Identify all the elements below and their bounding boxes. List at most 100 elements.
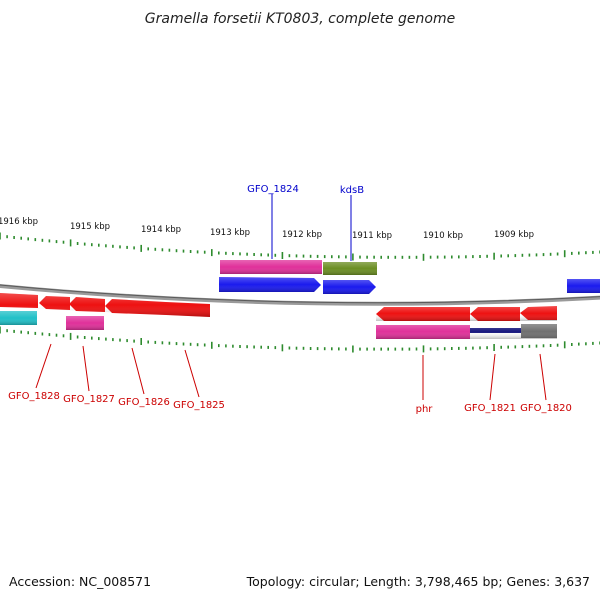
minor-tick bbox=[451, 347, 453, 350]
minor-tick bbox=[323, 347, 326, 351]
minor-tick bbox=[27, 331, 29, 335]
gene-label-GFO_1824[interactable]: GFO_1824 bbox=[247, 184, 299, 195]
minor-tick bbox=[345, 255, 347, 259]
gene-label-GFO_1825[interactable]: GFO_1825 bbox=[173, 400, 225, 411]
minor-tick bbox=[112, 338, 114, 342]
major-tick bbox=[563, 341, 566, 349]
gene-shade bbox=[0, 293, 210, 317]
minor-tick bbox=[309, 254, 312, 258]
inner-tick-ring bbox=[0, 326, 600, 353]
minor-tick bbox=[394, 347, 397, 351]
minor-tick bbox=[338, 347, 340, 351]
leader-line-GFO_1826 bbox=[131, 347, 145, 395]
gene-label-kdsB[interactable]: kdsB bbox=[340, 185, 364, 196]
major-tick bbox=[281, 252, 284, 259]
minor-tick bbox=[161, 248, 164, 252]
top-gene-labels: GFO_1824 kdsB bbox=[247, 184, 364, 261]
minor-tick bbox=[500, 254, 502, 258]
minor-tick bbox=[380, 255, 382, 259]
minor-tick bbox=[189, 342, 192, 346]
minor-tick bbox=[521, 253, 524, 257]
minor-tick bbox=[571, 343, 573, 346]
minor-tick bbox=[429, 347, 432, 351]
major-tick bbox=[281, 344, 284, 352]
map-title: Gramella forsetii KT0803, complete genom… bbox=[145, 11, 455, 27]
minor-tick bbox=[366, 347, 368, 351]
minor-tick bbox=[232, 252, 234, 256]
major-tick bbox=[140, 338, 142, 345]
gene-label-GFO_1821[interactable]: GFO_1821 bbox=[464, 403, 516, 414]
minor-tick bbox=[119, 245, 121, 249]
gene-label-phr[interactable]: phr bbox=[416, 404, 434, 415]
minor-tick bbox=[578, 251, 580, 255]
minor-tick bbox=[436, 347, 439, 351]
minor-tick bbox=[133, 339, 135, 343]
minor-tick bbox=[592, 250, 594, 254]
gene-label-GFO_1828[interactable]: GFO_1828 bbox=[8, 391, 60, 402]
gene-shade bbox=[323, 280, 376, 294]
minor-tick bbox=[458, 255, 460, 259]
minor-tick bbox=[479, 255, 481, 258]
minor-tick bbox=[465, 255, 467, 259]
minor-tick bbox=[105, 337, 107, 341]
kbp-label: 1914 kbp bbox=[141, 225, 181, 235]
minor-tick bbox=[316, 347, 319, 351]
major-tick bbox=[422, 253, 425, 261]
minor-tick bbox=[585, 251, 587, 255]
minor-tick bbox=[316, 254, 319, 258]
minor-tick bbox=[274, 253, 277, 257]
minor-tick bbox=[472, 255, 474, 259]
gene-shade bbox=[376, 306, 557, 321]
minor-tick bbox=[48, 333, 51, 337]
minor-tick bbox=[323, 255, 326, 259]
gene-label-GFO_1820[interactable]: GFO_1820 bbox=[520, 403, 572, 414]
minor-tick bbox=[465, 346, 467, 350]
minor-tick bbox=[415, 255, 418, 259]
major-tick bbox=[69, 239, 72, 247]
minor-tick bbox=[394, 255, 397, 259]
minor-tick bbox=[91, 243, 93, 247]
minor-tick bbox=[408, 255, 411, 259]
minor-tick bbox=[549, 344, 552, 347]
minor-tick bbox=[55, 240, 58, 244]
minor-tick bbox=[126, 245, 128, 249]
minor-tick bbox=[556, 252, 559, 256]
minor-tick bbox=[34, 238, 37, 242]
minor-tick bbox=[486, 254, 488, 258]
leader-line-GFO_1821 bbox=[489, 353, 496, 401]
minor-tick bbox=[535, 253, 538, 257]
major-tick bbox=[493, 344, 495, 351]
minor-tick bbox=[309, 347, 312, 350]
minor-tick bbox=[331, 255, 333, 259]
minor-tick bbox=[472, 346, 474, 350]
minor-tick bbox=[225, 344, 227, 348]
minor-tick bbox=[549, 252, 552, 256]
minor-tick bbox=[246, 252, 248, 256]
minor-tick bbox=[366, 255, 368, 259]
minor-tick bbox=[556, 343, 559, 347]
minor-tick bbox=[592, 341, 594, 345]
minor-tick bbox=[218, 344, 220, 348]
minor-tick bbox=[288, 346, 291, 350]
minor-tick bbox=[27, 237, 29, 241]
gene-label-GFO_1827[interactable]: GFO_1827 bbox=[63, 394, 115, 405]
major-tick bbox=[0, 326, 1, 334]
minor-tick bbox=[105, 244, 107, 248]
minor-tick bbox=[359, 255, 361, 259]
minor-tick bbox=[528, 253, 531, 257]
minor-tick bbox=[267, 253, 269, 257]
minor-tick bbox=[514, 254, 517, 258]
outer-tick-ring bbox=[0, 232, 600, 261]
minor-tick bbox=[161, 341, 164, 345]
major-tick bbox=[493, 252, 495, 260]
minor-tick bbox=[196, 250, 199, 254]
minor-tick bbox=[154, 340, 157, 344]
minor-tick bbox=[76, 335, 79, 339]
genome-backbone bbox=[0, 283, 600, 306]
kbp-label: 1912 kbp bbox=[282, 230, 322, 240]
gene-shade bbox=[567, 279, 600, 293]
minor-tick bbox=[13, 329, 15, 333]
minor-tick bbox=[401, 255, 404, 259]
gene-label-GFO_1826[interactable]: GFO_1826 bbox=[118, 397, 170, 408]
